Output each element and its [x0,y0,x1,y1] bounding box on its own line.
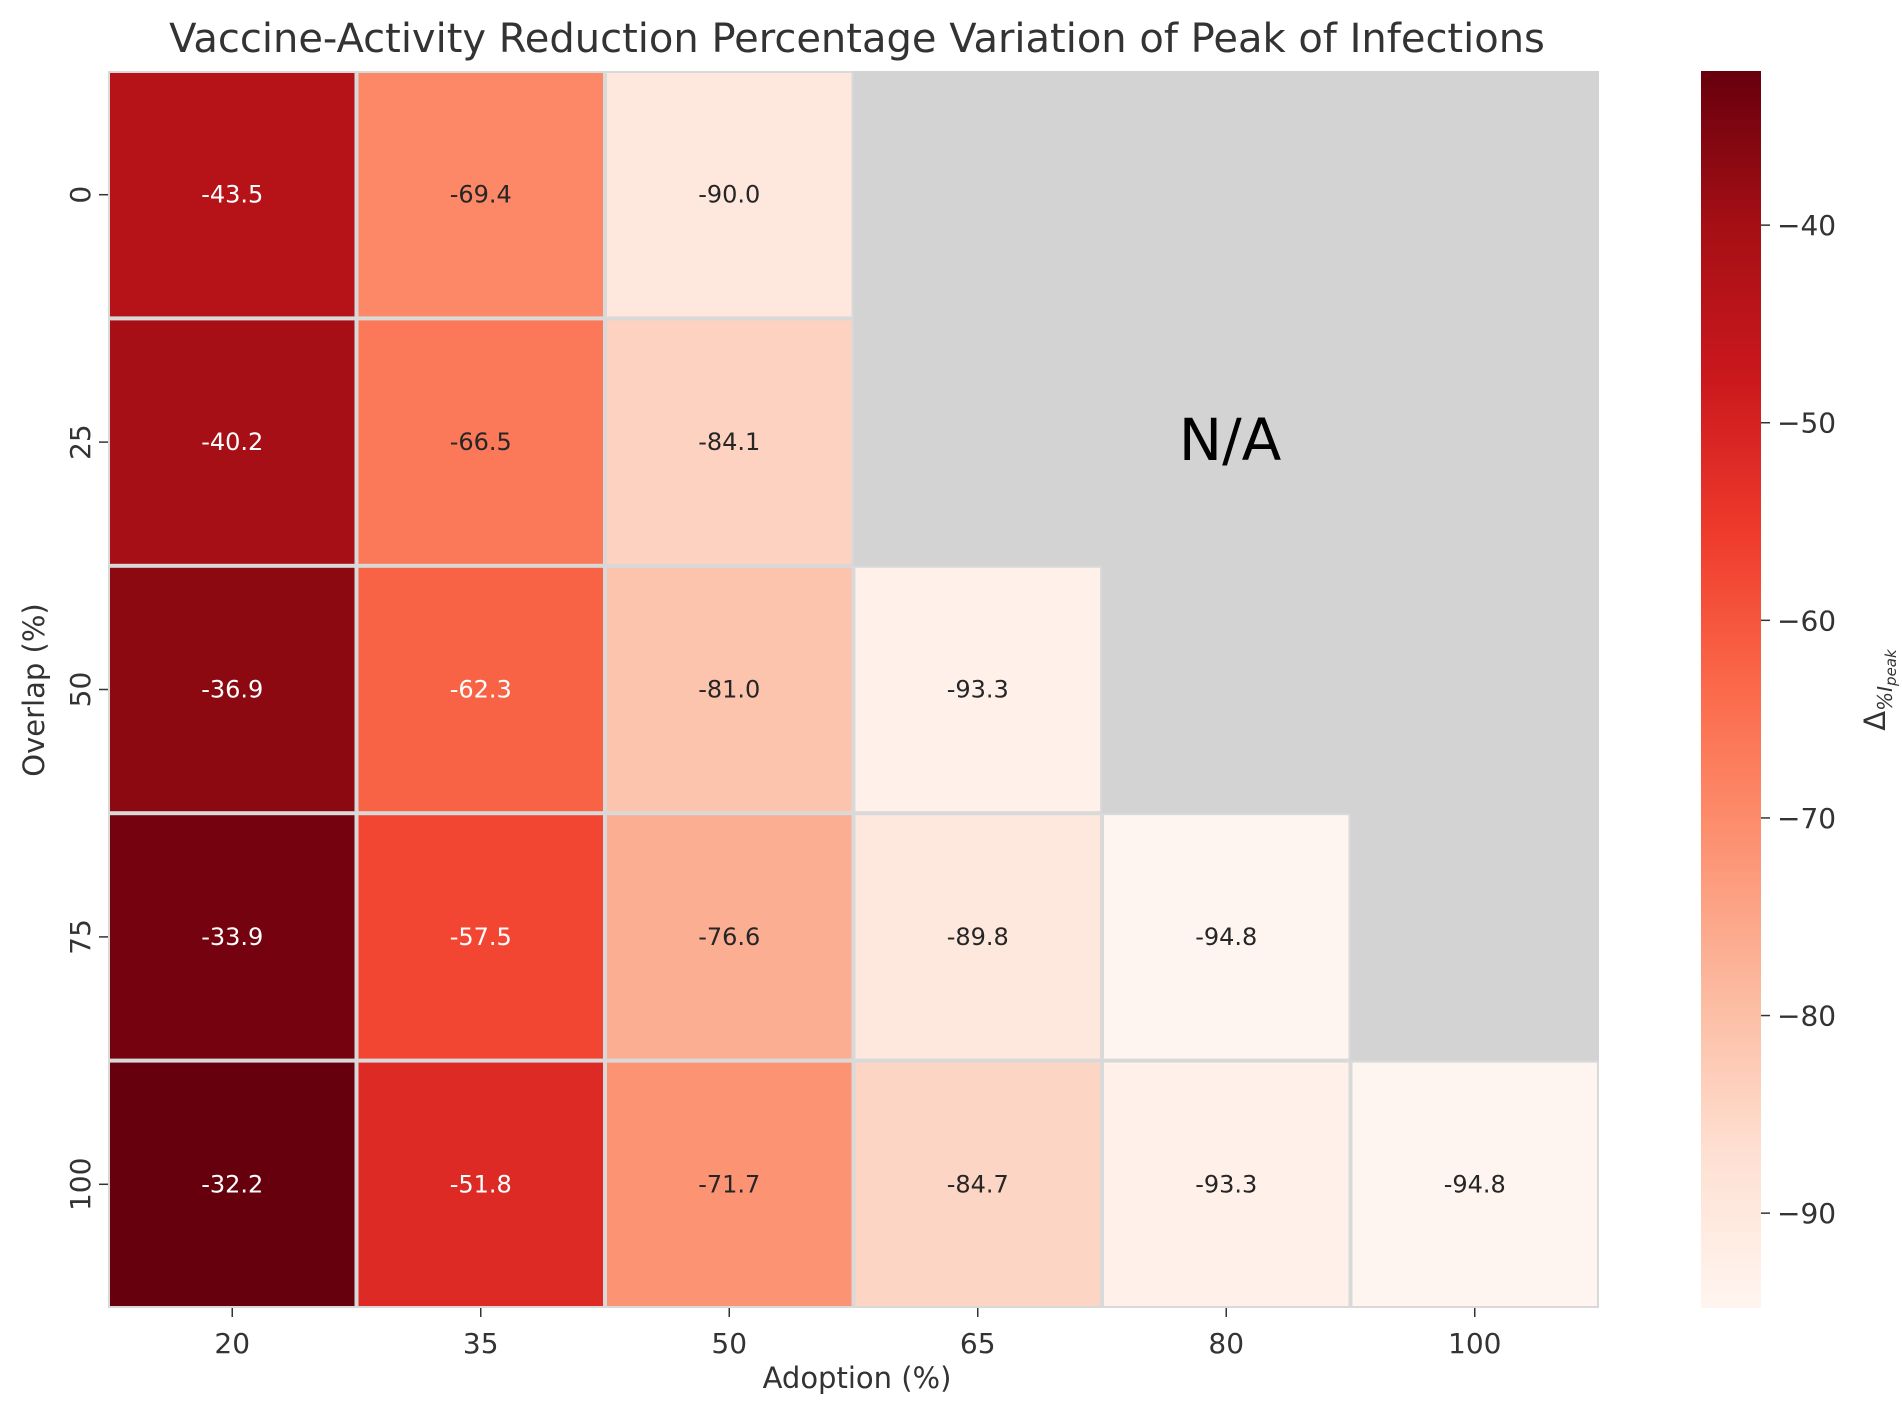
x-tick-label: 100 [1448,1327,1501,1360]
chart-title: Vaccine-Activity Reduction Percentage Va… [169,16,1545,62]
cell-value-label: -51.8 [450,1170,512,1198]
heatmap-cell [1102,1060,1351,1308]
cell-value-label: -57.5 [450,923,512,951]
heatmap-cell [1102,813,1351,1061]
y-tick-label: 0 [64,186,97,204]
x-tick-label: 35 [463,1327,499,1360]
cell-value-label: -93.3 [1195,1170,1257,1198]
x-tick-label: 80 [1208,1327,1244,1360]
y-tick-label: 25 [64,424,97,460]
y-axis-label: Overlap (%) [17,603,51,776]
heatmap-cell [1350,1060,1599,1308]
colorbar-tick-label: −70 [1777,802,1836,835]
cell-value-label: -93.3 [947,676,1009,704]
x-tick-label: 20 [214,1327,250,1360]
cell-value-label: -69.4 [450,181,512,209]
cell-value-label: -94.8 [1195,923,1257,951]
heatmap-cell [356,565,605,814]
cell-value-label: -84.7 [947,1170,1009,1198]
heatmap-cell [853,813,1102,1061]
colorbar-label: Δ%Ipeak [1858,648,1900,731]
colorbar-tick-label: −40 [1777,209,1836,242]
heatmap-cell [605,71,854,319]
missing-data-label: N/A [1179,406,1282,474]
cell-value-label: -89.8 [947,923,1009,951]
heatmap-cell [356,318,605,566]
cell-value-label: -84.1 [698,428,760,456]
colorbar-ticks: −40 −50 −60 −70 −80 −90 [1761,209,1836,1230]
colorbar-label-main: Δ [1858,711,1892,731]
heatmap-cell [605,318,854,566]
heatmap-cell [108,71,357,319]
cell-value-label: -40.2 [201,428,263,456]
cell-value-label: -32.2 [201,1170,263,1198]
cell-value-label: -90.0 [698,181,760,209]
heatmap-cell [108,813,357,1061]
x-axis-label: Adoption (%) [763,1361,952,1395]
heatmap-cell [108,1060,357,1308]
heatmap-cell [356,1060,605,1308]
heatmap-cell [108,565,357,814]
cell-value-label: -33.9 [201,923,263,951]
x-tick-label: 50 [711,1327,747,1360]
heatmap-cell [356,71,605,319]
colorbar-tick-label: −60 [1777,604,1836,637]
colorbar-label-subsub: peak [1882,648,1900,687]
cell-value-label: -81.0 [698,676,760,704]
cell-value-label: -66.5 [450,428,512,456]
cell-value-label: -43.5 [201,181,263,209]
heatmap-cell [853,1060,1102,1308]
cell-value-label: -36.9 [201,676,263,704]
colorbar-tick-label: −80 [1777,1000,1836,1033]
heatmap-cell [605,1060,854,1308]
cell-value-label: -71.7 [698,1170,760,1198]
cell-value-label: -76.6 [698,923,760,951]
cell-value-label: -94.8 [1444,1170,1506,1198]
colorbar [1701,71,1761,1308]
y-tick-label: 50 [64,672,97,708]
colorbar-tick-label: −50 [1777,407,1836,440]
x-tick-label: 65 [960,1327,996,1360]
cell-value-label: -62.3 [450,676,512,704]
y-tick-label: 75 [64,919,97,955]
heatmap-cell [108,318,357,566]
colorbar-tick-label: −90 [1777,1197,1836,1230]
y-axis: 0 25 50 75 100 [64,186,108,1211]
colorbar-label-sub: %I [1873,686,1897,711]
heatmap-cell [853,565,1102,814]
heatmap-cell [356,813,605,1061]
heatmap-cell [605,813,854,1061]
heatmap-cell [605,565,854,814]
x-axis: 20 35 50 65 80 100 [214,1308,1501,1360]
heatmap-cells: -43.5 -69.4 -90.0 -40.2 -66.5 -84.1 -36.9 -62.3… [108,71,1599,1308]
y-tick-label: 100 [64,1158,97,1211]
